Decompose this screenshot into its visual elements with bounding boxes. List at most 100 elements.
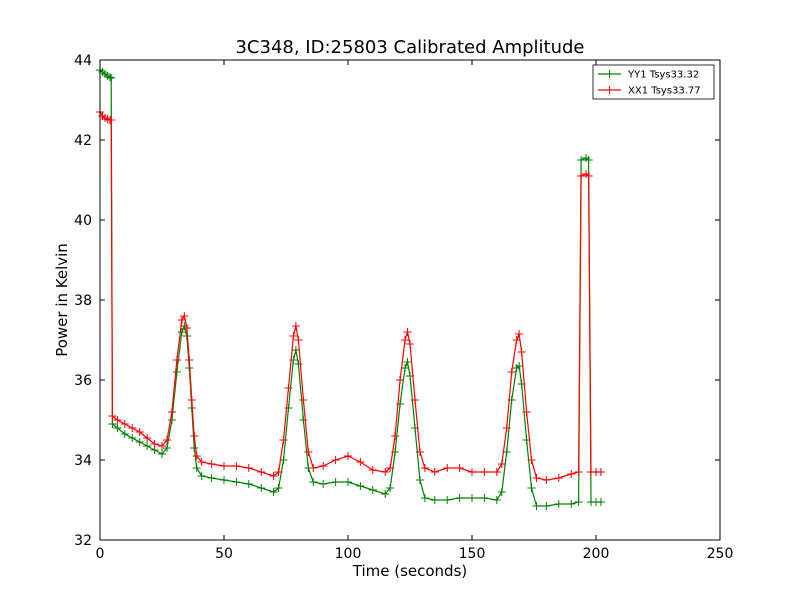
data-point <box>415 476 424 484</box>
data-point <box>182 324 191 332</box>
data-point <box>309 464 318 472</box>
data-point <box>143 434 152 442</box>
legend-box <box>592 64 715 100</box>
y-tick-label: 38 <box>74 293 92 309</box>
data-point <box>480 494 489 502</box>
data-point <box>502 424 511 432</box>
x-tick-label: 250 <box>707 546 734 562</box>
data-point <box>554 500 563 508</box>
data-point <box>143 442 152 450</box>
data-point <box>515 330 524 338</box>
data-point <box>410 396 419 404</box>
data-point <box>257 484 266 492</box>
data-point <box>443 496 452 504</box>
data-point <box>527 456 536 464</box>
data-point <box>158 442 166 450</box>
axes: 0 50 100 150 200 250 32 34 36 38 40 42 44 <box>74 53 733 562</box>
data-point <box>406 340 414 348</box>
data-point <box>220 476 228 484</box>
data-point <box>381 468 390 476</box>
data-point <box>567 500 576 508</box>
data-point <box>574 468 583 476</box>
y-tick-label: 42 <box>74 133 92 149</box>
data-point <box>289 332 298 340</box>
data-point <box>192 452 201 460</box>
data-point <box>403 358 412 366</box>
data-point <box>532 502 541 510</box>
data-point <box>396 376 405 384</box>
data-point <box>381 490 390 498</box>
data-point <box>344 452 352 460</box>
data-point <box>319 480 328 488</box>
data-point <box>356 458 365 466</box>
x-tick-label: 100 <box>335 546 362 562</box>
data-point <box>577 156 586 164</box>
data-point <box>522 408 531 416</box>
data-point <box>180 312 189 320</box>
data-point <box>331 478 340 486</box>
data-point <box>507 368 516 376</box>
data-point <box>542 502 551 510</box>
data-point <box>120 420 129 428</box>
data-point <box>197 458 206 466</box>
data-point <box>430 468 439 476</box>
data-point <box>279 436 288 444</box>
data-point <box>294 336 303 344</box>
legend-label-0: YY1 Tsys33.32 <box>627 70 699 81</box>
y-tick-label: 32 <box>74 533 92 549</box>
data-point <box>584 172 593 180</box>
data-point <box>158 450 166 458</box>
data-point <box>128 434 137 442</box>
data-point <box>420 464 429 472</box>
data-point <box>309 478 318 486</box>
legend-marker-0 <box>605 70 614 78</box>
data-point <box>455 464 464 472</box>
legend-marker-1 <box>605 86 614 94</box>
data-point <box>567 470 576 478</box>
x-tick-label: 200 <box>583 546 610 562</box>
data-point <box>269 488 278 496</box>
data-point <box>294 360 303 368</box>
data-point <box>190 432 199 440</box>
data-point <box>232 462 241 470</box>
data-point <box>492 496 501 504</box>
data-point <box>497 460 506 468</box>
y-tick-label: 40 <box>74 213 92 229</box>
data-point <box>515 362 524 370</box>
data-point <box>162 444 171 452</box>
y-tick-label: 44 <box>74 53 92 69</box>
chart-title: 3C348, ID:25803 Calibrated Amplitude <box>235 37 584 58</box>
data-point <box>574 498 583 506</box>
data-point <box>107 74 116 82</box>
data-point <box>120 430 129 438</box>
data-point <box>443 464 452 472</box>
data-point <box>517 348 526 356</box>
data-point <box>304 448 313 456</box>
data-point <box>596 498 605 506</box>
data-point <box>172 356 181 364</box>
y-tick-label: 36 <box>74 373 92 389</box>
data-point <box>244 464 253 472</box>
data-point <box>291 322 300 330</box>
data-point <box>177 328 186 336</box>
data-point <box>128 424 137 432</box>
data-point <box>368 486 377 494</box>
data-point <box>187 396 196 404</box>
data-point <box>232 478 241 486</box>
x-axis-label: Time (seconds) <box>352 562 468 580</box>
data-point <box>167 416 176 424</box>
data-point <box>207 474 216 482</box>
data-point <box>299 396 308 404</box>
data-point <box>190 444 199 452</box>
data-point <box>167 408 176 416</box>
data-point <box>113 416 122 424</box>
data-point <box>468 468 476 476</box>
data-point <box>257 468 266 476</box>
data-point <box>284 384 293 392</box>
data-point <box>455 494 464 502</box>
data-point <box>386 484 395 492</box>
data-point <box>554 474 563 482</box>
data-point <box>135 428 144 436</box>
